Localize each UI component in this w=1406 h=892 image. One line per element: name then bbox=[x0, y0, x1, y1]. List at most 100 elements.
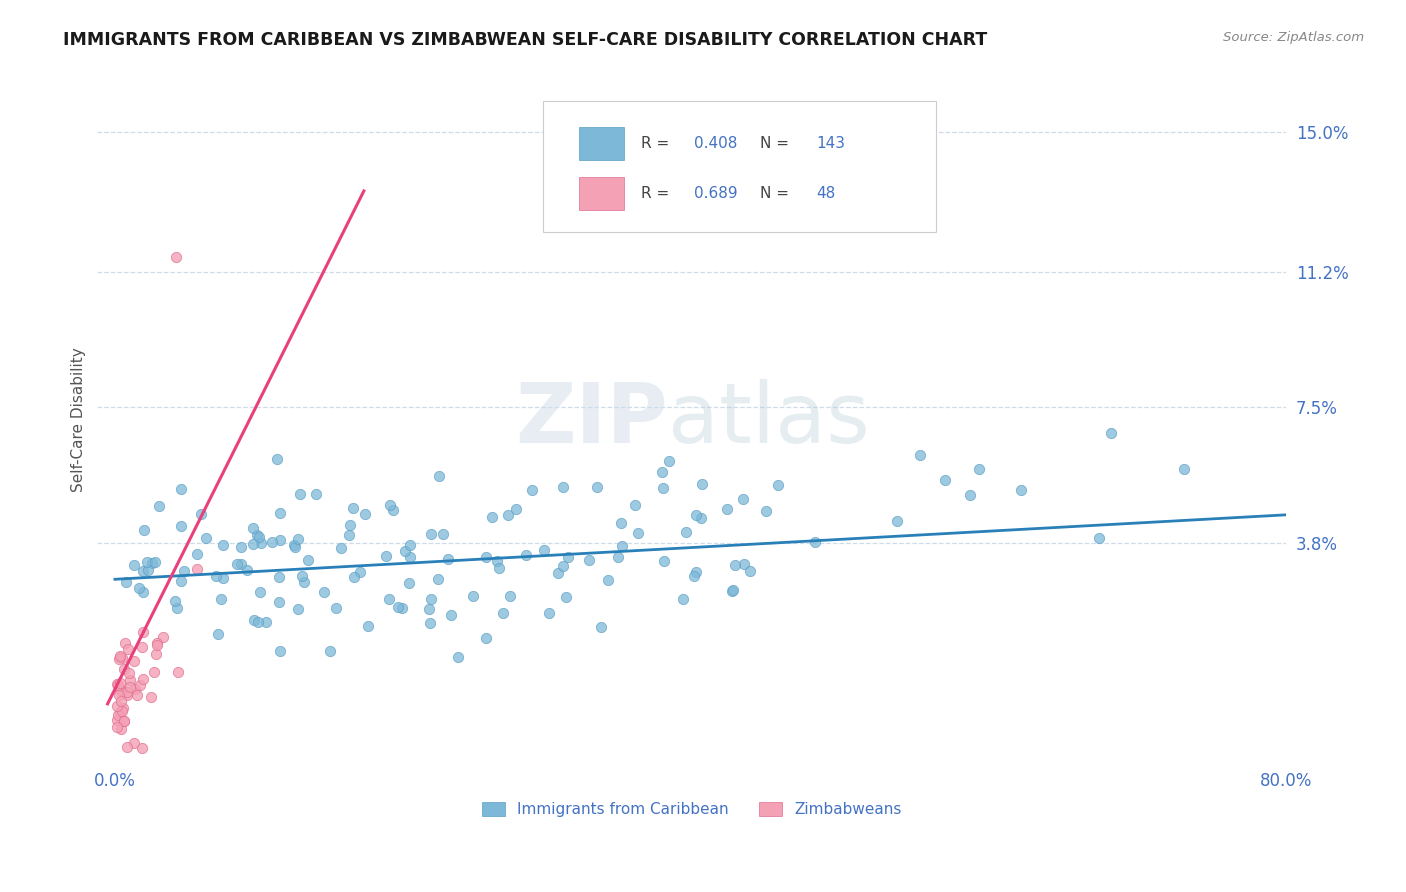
Point bbox=[165, 250, 187, 264]
Point bbox=[440, 607, 463, 622]
Point bbox=[245, 528, 267, 542]
Point bbox=[292, 575, 315, 590]
Point bbox=[226, 557, 249, 571]
Point bbox=[330, 541, 353, 556]
Point bbox=[112, 714, 135, 729]
Point bbox=[886, 514, 908, 528]
Point bbox=[606, 549, 628, 564]
Point bbox=[342, 501, 364, 516]
Point bbox=[624, 498, 647, 512]
Point bbox=[610, 516, 633, 530]
Point bbox=[170, 518, 193, 533]
Point bbox=[325, 601, 347, 615]
Point bbox=[399, 538, 422, 552]
Point bbox=[498, 508, 520, 523]
Point bbox=[287, 532, 309, 546]
Point bbox=[114, 714, 136, 729]
Point bbox=[522, 483, 544, 497]
Point bbox=[319, 644, 342, 658]
Point bbox=[117, 642, 139, 657]
Point bbox=[557, 549, 579, 564]
Point bbox=[488, 560, 510, 574]
Point bbox=[117, 665, 139, 680]
Point bbox=[108, 705, 131, 719]
Point bbox=[672, 592, 695, 607]
Point bbox=[721, 583, 744, 598]
Point bbox=[683, 569, 706, 583]
Point bbox=[186, 547, 208, 561]
Point bbox=[108, 649, 131, 664]
Point bbox=[740, 564, 762, 578]
Point bbox=[247, 530, 270, 544]
Point bbox=[205, 569, 228, 583]
Point bbox=[375, 549, 398, 563]
Point bbox=[260, 535, 283, 549]
Point bbox=[1088, 531, 1111, 545]
Point bbox=[107, 708, 129, 723]
Point bbox=[170, 482, 193, 496]
Point bbox=[209, 592, 232, 607]
Point bbox=[118, 680, 141, 694]
Point bbox=[120, 673, 142, 687]
Point bbox=[131, 584, 153, 599]
Point bbox=[146, 636, 169, 650]
Point bbox=[394, 544, 416, 558]
Point bbox=[755, 504, 778, 518]
Point bbox=[229, 558, 252, 572]
Point bbox=[419, 591, 441, 606]
Point bbox=[129, 678, 152, 692]
Point bbox=[551, 559, 574, 574]
Point bbox=[499, 589, 522, 603]
Point bbox=[349, 565, 371, 579]
Point bbox=[107, 698, 129, 713]
Point bbox=[766, 478, 789, 492]
Point bbox=[305, 487, 328, 501]
Point bbox=[426, 572, 449, 586]
Point bbox=[537, 606, 560, 620]
Point bbox=[553, 481, 575, 495]
Point bbox=[186, 562, 208, 576]
Point bbox=[398, 550, 420, 565]
Point bbox=[420, 527, 443, 541]
Text: ZIP: ZIP bbox=[516, 379, 668, 460]
FancyBboxPatch shape bbox=[543, 102, 935, 232]
Point bbox=[167, 665, 190, 680]
Point bbox=[731, 491, 754, 506]
Text: N =: N = bbox=[759, 136, 793, 152]
Point bbox=[716, 502, 738, 516]
Text: 143: 143 bbox=[817, 136, 845, 152]
Point bbox=[1099, 425, 1122, 440]
Point bbox=[1173, 462, 1195, 476]
Point bbox=[491, 606, 513, 620]
Point bbox=[105, 677, 128, 691]
Point bbox=[111, 683, 134, 698]
Point bbox=[146, 638, 169, 652]
Point bbox=[505, 502, 527, 516]
Text: 48: 48 bbox=[817, 186, 837, 202]
Point bbox=[685, 565, 707, 579]
Point bbox=[578, 552, 600, 566]
Point bbox=[117, 740, 139, 755]
Point bbox=[132, 673, 155, 687]
Point bbox=[166, 600, 188, 615]
Point bbox=[236, 563, 259, 577]
Y-axis label: Self-Care Disability: Self-Care Disability bbox=[72, 348, 86, 492]
Point bbox=[356, 618, 378, 632]
Point bbox=[148, 499, 170, 513]
Point bbox=[145, 647, 167, 661]
Point bbox=[132, 523, 155, 537]
Point bbox=[910, 448, 932, 462]
Text: atlas: atlas bbox=[668, 379, 870, 460]
Point bbox=[475, 549, 498, 564]
Point bbox=[382, 503, 405, 517]
Text: N =: N = bbox=[759, 186, 793, 202]
Point bbox=[194, 531, 217, 545]
Text: IMMIGRANTS FROM CARIBBEAN VS ZIMBABWEAN SELF-CARE DISABILITY CORRELATION CHART: IMMIGRANTS FROM CARIBBEAN VS ZIMBABWEAN … bbox=[63, 31, 987, 49]
Point bbox=[114, 636, 136, 650]
Text: Source: ZipAtlas.com: Source: ZipAtlas.com bbox=[1223, 31, 1364, 45]
Point bbox=[627, 526, 650, 541]
Point bbox=[437, 552, 460, 566]
Point bbox=[463, 589, 485, 603]
Point bbox=[967, 462, 990, 476]
Point bbox=[111, 705, 134, 719]
